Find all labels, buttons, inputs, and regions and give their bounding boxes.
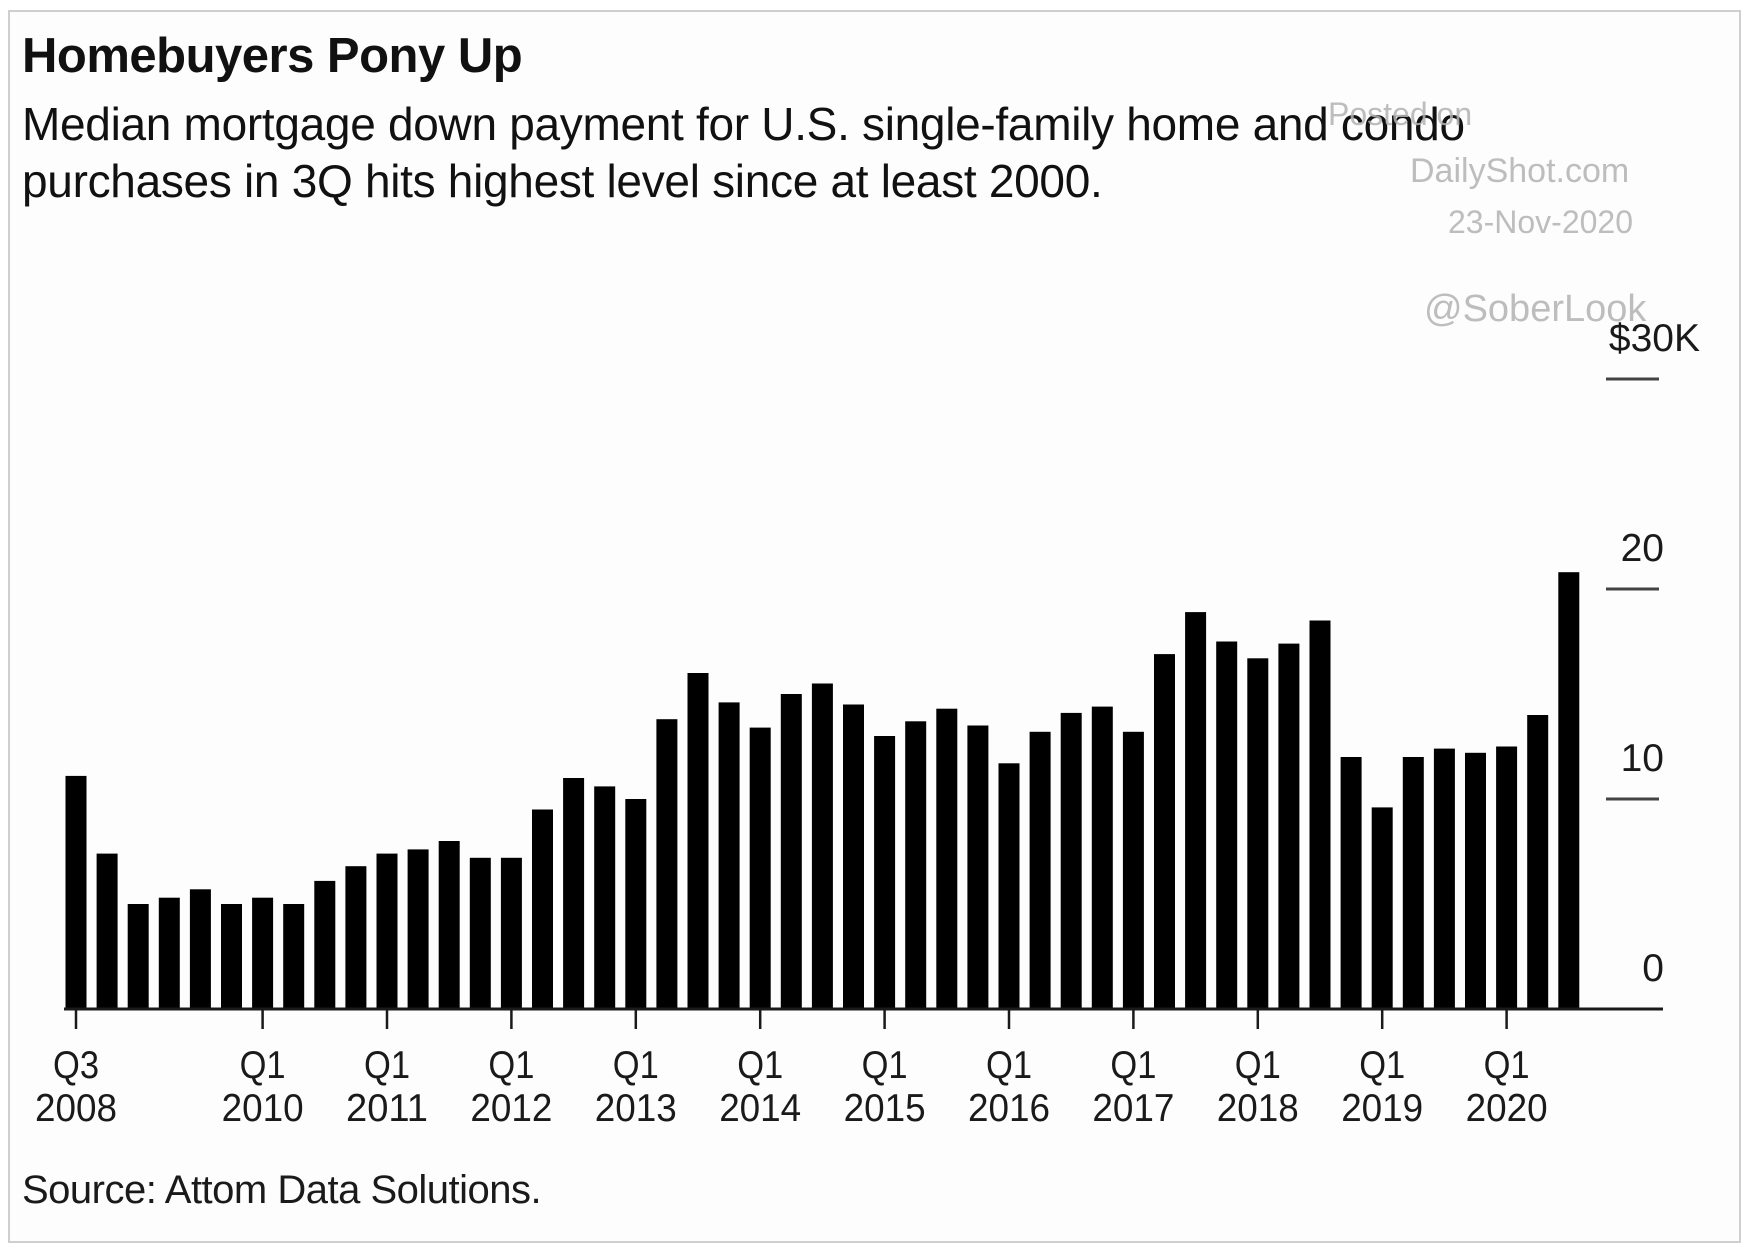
bars-group [65, 572, 1580, 1009]
bar-q4-2015 [967, 725, 989, 1009]
bar-q3-2014 [811, 683, 833, 1009]
x-tick-label-quarter: Q1 [1359, 1044, 1405, 1087]
x-tick-label-quarter: Q1 [1110, 1044, 1156, 1087]
bar-q1-2016 [998, 763, 1020, 1009]
bar-q3-2019 [1433, 748, 1455, 1009]
watermark-handle: @SoberLook [1424, 288, 1647, 330]
source-note: Source: Attom Data Solutions. [22, 1168, 542, 1212]
bar-q2-2011 [407, 849, 429, 1009]
x-tick-label-year: 2019 [1341, 1087, 1423, 1130]
x-tick-label-year: 2012 [470, 1087, 552, 1130]
bar-q3-2009 [189, 889, 211, 1009]
bar-q1-2012 [500, 857, 522, 1009]
bar-q3-2017 [1185, 612, 1207, 1009]
bar-q1-2014 [749, 727, 771, 1009]
x-axis-ticks: Q32008Q12010Q12011Q12012Q12013Q12014Q120… [35, 1009, 1548, 1130]
chart-title: Homebuyers Pony Up [22, 29, 523, 83]
watermark-date: 23-Nov-2020 [1448, 204, 1633, 240]
bar-q4-2017 [1216, 641, 1238, 1009]
x-tick-label-year: 2016 [968, 1087, 1050, 1130]
bar-q3-2010 [314, 880, 336, 1009]
bar-q3-2011 [438, 841, 460, 1009]
bar-q3-2008 [65, 775, 87, 1009]
bar-q4-2016 [1091, 706, 1113, 1009]
bar-q4-2008 [96, 853, 118, 1009]
bar-q4-2011 [469, 857, 491, 1009]
x-tick-label-quarter: Q1 [862, 1044, 908, 1087]
bar-q3-2018 [1309, 620, 1331, 1009]
bar-q4-2012 [594, 786, 616, 1009]
bar-q2-2018 [1278, 643, 1300, 1009]
x-tick-label-year: 2011 [346, 1087, 428, 1130]
x-tick-label-quarter: Q1 [364, 1044, 410, 1087]
x-tick-label-quarter: Q1 [613, 1044, 659, 1087]
bar-q2-2014 [780, 694, 802, 1009]
bar-q2-2016 [1029, 731, 1051, 1009]
bar-q4-2010 [345, 866, 367, 1009]
x-tick-label-year: 2018 [1217, 1087, 1299, 1130]
watermark-site: DailyShot.com [1410, 152, 1630, 190]
x-tick-label-year: 2015 [844, 1087, 926, 1130]
x-tick-label-year: 2014 [719, 1087, 801, 1130]
bar-q3-2012 [563, 778, 585, 1009]
bar-q4-2014 [843, 704, 864, 1009]
bar-q1-2019 [1371, 807, 1393, 1009]
bar-q2-2017 [1154, 654, 1175, 1009]
x-tick-label-quarter: Q3 [53, 1044, 99, 1087]
chart-frame [8, 10, 1741, 1243]
x-tick-label-quarter: Q1 [1235, 1044, 1281, 1087]
x-tick-label-quarter: Q1 [737, 1044, 783, 1087]
bar-q3-2020 [1558, 572, 1580, 1009]
bar-q1-2010 [252, 897, 274, 1009]
x-tick-label-quarter: Q1 [986, 1044, 1032, 1087]
bar-q1-2011 [376, 853, 398, 1009]
bar-q1-2020 [1496, 746, 1518, 1009]
y-tick-label: 0 [1642, 947, 1664, 990]
watermark-posted-on: Posted on [1328, 96, 1473, 132]
bar-q2-2020 [1527, 715, 1549, 1009]
bar-q2-2009 [158, 897, 180, 1009]
chart-subtitle: Median mortgage down payment for U.S. si… [22, 98, 1465, 207]
x-tick-label-quarter: Q1 [240, 1044, 286, 1087]
bar-q4-2009 [221, 904, 242, 1009]
bar-q3-2013 [687, 673, 709, 1009]
bar-q4-2018 [1340, 757, 1362, 1009]
x-tick-label-year: 2017 [1092, 1087, 1174, 1130]
bar-q2-2012 [532, 809, 553, 1009]
bar-q2-2019 [1402, 757, 1424, 1009]
bar-q1-2017 [1122, 731, 1144, 1009]
y-axis-ticks: 0 10 20 $30K [1606, 317, 1700, 990]
x-tick-label-year: 2020 [1466, 1087, 1548, 1130]
y-tick-label: $30K [1609, 317, 1700, 360]
x-tick-label-year: 2013 [595, 1087, 677, 1130]
bar-q1-2018 [1247, 658, 1269, 1009]
y-tick-label: 10 [1621, 737, 1664, 780]
x-tick-label-quarter: Q1 [1484, 1044, 1530, 1087]
bar-q1-2015 [874, 736, 896, 1009]
bar-q2-2013 [656, 719, 678, 1009]
bar-q1-2013 [625, 799, 647, 1009]
x-tick-label-quarter: Q1 [488, 1044, 534, 1087]
bar-q3-2015 [936, 708, 958, 1009]
bar-q2-2015 [905, 721, 927, 1009]
bar-q4-2013 [718, 702, 740, 1009]
bar-q4-2019 [1465, 752, 1486, 1009]
bar-q1-2009 [127, 904, 149, 1009]
x-tick-label-year: 2008 [35, 1087, 117, 1130]
bar-q3-2016 [1060, 712, 1082, 1009]
bar-q2-2010 [283, 904, 305, 1009]
x-tick-label-year: 2010 [222, 1087, 304, 1130]
y-tick-label: 20 [1621, 527, 1664, 570]
